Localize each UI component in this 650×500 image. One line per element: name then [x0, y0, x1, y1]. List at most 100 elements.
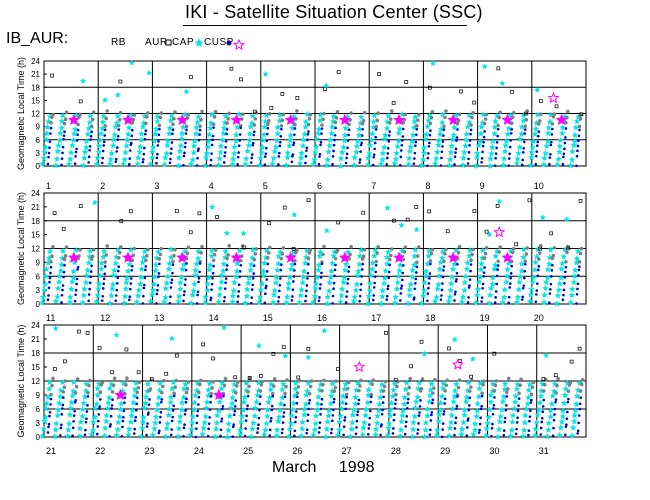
day-label: 26 [292, 446, 302, 456]
cusp-event-outline [451, 358, 464, 370]
cusp-point [509, 139, 512, 142]
cap-point [153, 406, 161, 413]
cap-point [286, 425, 294, 432]
cap-point [271, 287, 279, 294]
cap-point [114, 91, 122, 98]
rb-point [159, 111, 164, 115]
cusp-point [197, 276, 201, 280]
cusp-point [319, 276, 323, 279]
cap-point [436, 130, 444, 138]
cusp-point [74, 293, 77, 297]
rb-point [212, 252, 217, 257]
cusp-point [76, 128, 80, 132]
cap-point [229, 394, 236, 401]
cap-point [314, 406, 321, 413]
cusp-point [143, 276, 147, 280]
rb-point [267, 251, 271, 255]
cusp-point [413, 151, 417, 155]
cap-point [107, 156, 115, 163]
rb-point [565, 250, 569, 255]
cusp-point [258, 408, 261, 412]
cusp-point [401, 139, 404, 142]
cusp-point [48, 414, 51, 418]
rb-point [497, 115, 501, 120]
cusp-point [222, 161, 226, 164]
rb-point [144, 121, 148, 126]
rb-point [346, 380, 351, 385]
cusp-point [90, 264, 93, 268]
cap-point [297, 154, 305, 161]
rb-point [578, 389, 583, 393]
rb-point [61, 390, 66, 394]
cap-point [537, 392, 545, 399]
day-label: 13 [154, 313, 164, 323]
cap-point [53, 155, 61, 162]
cap-point [287, 132, 294, 139]
cap-point [348, 425, 356, 432]
cusp-point [156, 288, 159, 292]
cusp-point [428, 133, 432, 137]
rb-point [369, 392, 374, 397]
cusp-point [469, 128, 473, 132]
rb-point [456, 251, 461, 255]
cusp-point [495, 274, 499, 278]
cusp-point [536, 274, 540, 278]
rb-point [294, 117, 298, 121]
rb-point [470, 115, 474, 120]
cusp-point [61, 284, 65, 287]
cap-point [43, 129, 51, 137]
cusp-point [415, 133, 418, 136]
cusp-point [504, 409, 508, 412]
cap-point [518, 130, 525, 137]
cap-point [52, 426, 60, 433]
cusp-point [430, 413, 433, 417]
cap-point [544, 274, 551, 281]
cusp-point [130, 277, 133, 280]
cusp-point [549, 143, 553, 147]
cap-point [162, 293, 169, 301]
cap-point [531, 431, 539, 439]
cap-point [519, 432, 527, 440]
cap-point [339, 392, 347, 400]
cap-point [570, 278, 578, 286]
y-tick-label: 24 [31, 57, 40, 66]
cusp-point [369, 400, 373, 404]
cusp-point [345, 156, 348, 160]
cusp-point [97, 413, 101, 416]
cusp-point [293, 262, 297, 266]
rb-point [74, 384, 79, 389]
cusp-point [305, 149, 308, 152]
cusp-point [345, 152, 349, 156]
cusp-point [157, 140, 160, 143]
cap-point [435, 141, 442, 148]
aur-point [484, 229, 489, 234]
cap-point [513, 298, 521, 306]
cusp-point [468, 144, 471, 147]
cusp-point [170, 428, 173, 431]
cap-point [521, 419, 529, 426]
rb-point [252, 258, 257, 262]
cap-point [340, 278, 348, 286]
aur-point [197, 211, 202, 216]
cap-point [534, 86, 541, 93]
cusp-point [521, 286, 525, 290]
cusp-point [442, 134, 445, 137]
rb-point [90, 254, 95, 259]
cusp-point [567, 397, 570, 401]
cap-point [273, 273, 280, 281]
aur-point [527, 198, 532, 203]
cusp-point [440, 435, 444, 439]
cap-point [43, 265, 50, 273]
cusp-point [455, 404, 459, 408]
cap-point [175, 292, 183, 300]
cap-point [486, 299, 493, 307]
cusp-point [170, 147, 173, 151]
cusp-point [358, 299, 361, 303]
cusp-point [554, 400, 557, 404]
cap-point [218, 271, 226, 279]
rb-point [580, 377, 585, 382]
cap-point [390, 386, 397, 394]
cap-point [572, 124, 580, 131]
cusp-point [510, 264, 513, 268]
y-tick-label: 0 [36, 162, 41, 171]
